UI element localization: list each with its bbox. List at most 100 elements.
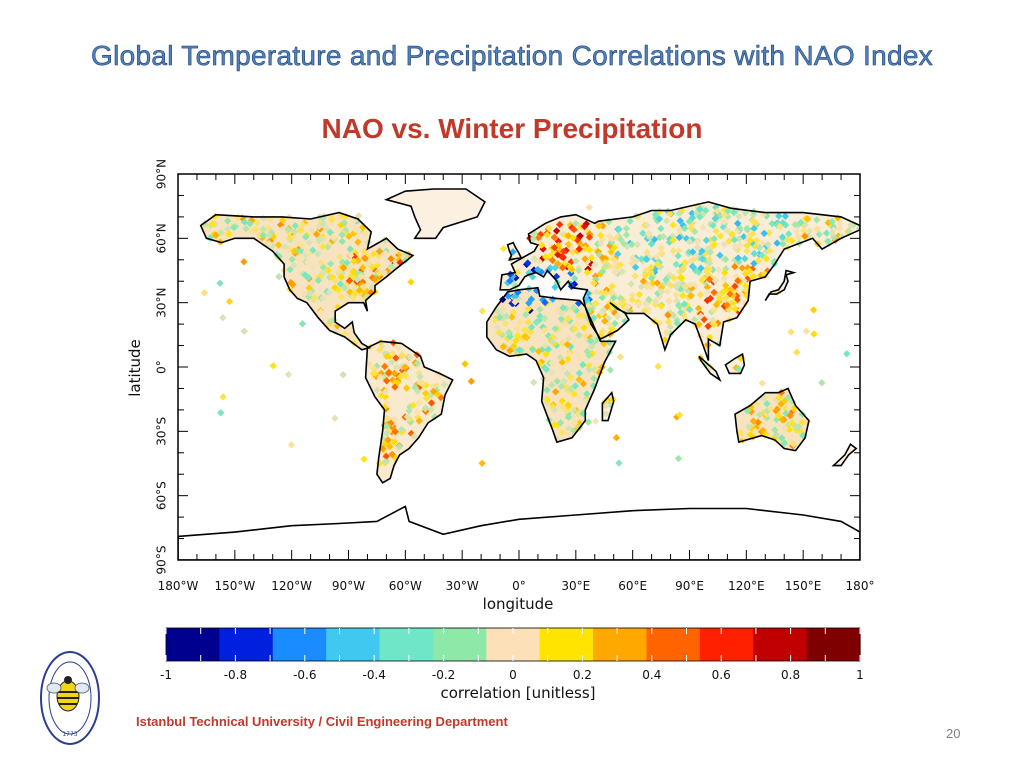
station-point	[723, 226, 731, 234]
station-point	[302, 247, 311, 255]
station-point	[286, 265, 294, 274]
station-point	[606, 366, 614, 374]
station-point	[557, 382, 566, 391]
station-point	[391, 427, 399, 436]
station-point	[730, 208, 738, 217]
coast-africa	[486, 286, 617, 444]
station-point	[382, 377, 391, 385]
station-point	[847, 221, 855, 229]
station-point	[786, 411, 794, 420]
station-point	[522, 311, 530, 319]
logo-year: 1773	[62, 731, 77, 738]
station-point	[598, 309, 606, 317]
station-point	[305, 289, 314, 297]
station-point	[749, 417, 758, 425]
station-point	[305, 284, 313, 292]
station-point	[710, 306, 718, 314]
station-point	[622, 224, 631, 233]
latitude-tick-label: 60°N	[155, 223, 169, 253]
station-point	[675, 209, 683, 218]
station-point	[580, 222, 589, 231]
station-point	[686, 305, 694, 314]
station-point	[628, 291, 637, 299]
station-point	[570, 419, 579, 427]
station-point	[338, 231, 346, 239]
station-point	[709, 221, 717, 230]
station-point	[386, 442, 394, 451]
latitude-tick-labels: 90°N 60°N 30°N 0° 30°S 60°S 90°S	[155, 159, 169, 575]
station-point	[645, 230, 653, 238]
station-point	[778, 434, 786, 442]
station-point	[574, 266, 583, 275]
station-point	[642, 255, 651, 263]
station-point	[602, 262, 610, 270]
station-point	[382, 422, 391, 430]
station-point	[592, 288, 601, 296]
x-axis-label: longitude	[483, 595, 554, 613]
station-point	[515, 346, 523, 354]
station-point	[616, 294, 625, 302]
station-point	[726, 290, 734, 298]
station-point	[703, 288, 712, 296]
station-point	[730, 299, 738, 307]
station-point	[780, 439, 789, 447]
station-point	[532, 318, 540, 326]
station-point	[643, 282, 651, 291]
station-point	[323, 322, 331, 330]
longitude-tick-label: 0°	[512, 579, 526, 593]
latitude-tick-label: 90°S	[155, 546, 169, 575]
station-point	[662, 276, 670, 284]
station-point	[710, 320, 719, 329]
colorbar: -1 -0.8 -0.6 -0.4 -0.2 0 0.2 0.4 0.6 0.8 1 correla…	[120, 620, 880, 710]
station-point	[241, 218, 249, 226]
station-point	[637, 255, 646, 263]
station-point	[265, 231, 274, 240]
station-point	[776, 222, 784, 231]
station-point	[346, 329, 354, 337]
coast-antarctica	[178, 505, 860, 560]
station-point	[578, 311, 587, 320]
station-point	[632, 257, 640, 265]
station-point	[704, 322, 712, 330]
station-point	[734, 254, 742, 262]
longitude-tick-labels: 180°W 150°W 120°W 90°W 60°W 30°W 0° 30°E 60°E 90°…	[158, 579, 875, 593]
station-point	[628, 296, 636, 304]
station-point	[681, 259, 689, 267]
colorbar-svg: -1 -0.8 -0.6 -0.4 -0.2 0 0.2 0.4 0.6 0.8 1 correla…	[160, 627, 864, 702]
slide-title: Global Temperature and Precipitation Cor…	[91, 40, 933, 72]
station-point	[698, 255, 707, 263]
station-point	[634, 301, 643, 309]
station-point	[616, 353, 625, 361]
station-point	[698, 247, 706, 255]
colorbar-tick-labels: -1 -0.8 -0.6 -0.4 -0.2 0 0.2 0.4 0.6 0.8 1	[160, 668, 864, 682]
station-point	[721, 255, 730, 263]
station-point	[792, 423, 800, 431]
station-point	[702, 236, 711, 244]
coast-australia	[734, 387, 810, 452]
station-point	[672, 291, 680, 299]
station-point	[346, 288, 354, 296]
station-point	[628, 240, 636, 248]
station-point	[760, 229, 768, 238]
latitude-tick-label: 90°N	[155, 160, 169, 189]
station-point	[612, 434, 621, 442]
station-point	[535, 257, 543, 266]
colorbar-tick-label: 0.6	[712, 668, 731, 682]
station-point	[689, 263, 698, 271]
station-point	[720, 218, 728, 226]
station-point	[506, 346, 514, 355]
station-point	[421, 404, 430, 412]
station-point	[312, 230, 321, 238]
longitude-tick-label: 150°W	[214, 579, 255, 593]
station-point	[651, 297, 660, 305]
station-point	[383, 414, 391, 423]
longitude-tick-label: 30°W	[446, 579, 479, 593]
station-point	[536, 305, 544, 314]
station-point	[551, 388, 560, 396]
colorbar-segment	[272, 628, 327, 661]
station-point	[741, 255, 749, 263]
station-point	[575, 375, 583, 384]
colorbar-tick-label: 0	[509, 668, 517, 682]
station-point	[710, 288, 718, 297]
longitude-tick-label: 180°	[846, 579, 875, 593]
